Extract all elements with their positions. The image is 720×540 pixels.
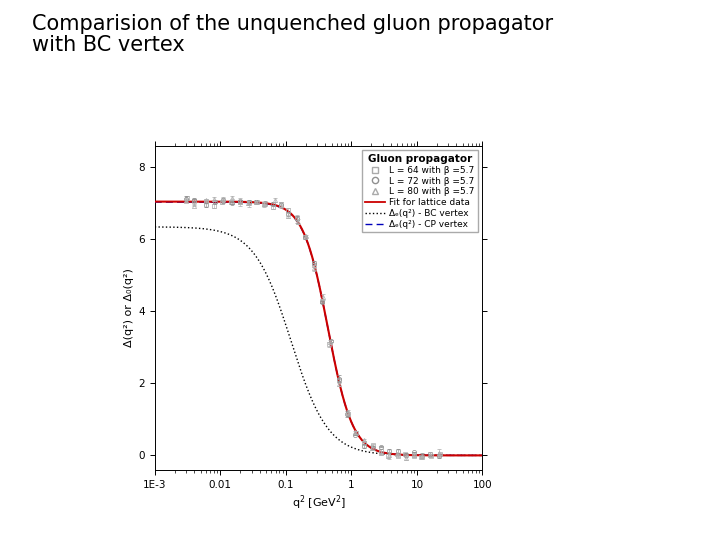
X-axis label: q$^2$ [GeV$^2$]: q$^2$ [GeV$^2$]	[292, 494, 346, 512]
Legend: L = 64 with β =5.7, L = 72 with β =5.7, L = 80 with β =5.7, Fit for lattice data: L = 64 with β =5.7, L = 72 with β =5.7, …	[362, 150, 478, 232]
Text: Comparision of the unquenched gluon propagator: Comparision of the unquenched gluon prop…	[32, 14, 554, 33]
Y-axis label: Δ(q²) or Δ₀(q²): Δ(q²) or Δ₀(q²)	[125, 268, 135, 347]
Text: with BC vertex: with BC vertex	[32, 35, 185, 55]
